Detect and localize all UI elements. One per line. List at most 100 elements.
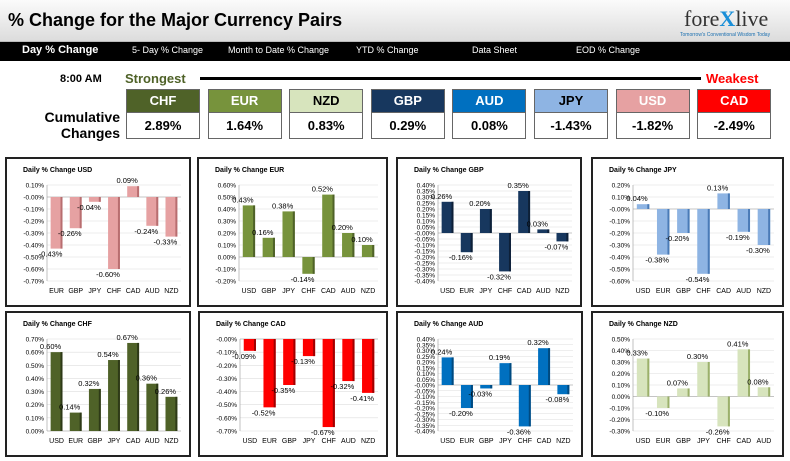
y-tick-label: -0.10% — [216, 350, 237, 357]
x-tick-label: EUR — [49, 288, 64, 295]
data-label: -0.08% — [545, 395, 569, 404]
chart-jpy: Daily % Change JPY -0.60% -0.50% -0.40% -0.… — [591, 157, 784, 307]
data-label: -0.33% — [154, 238, 178, 247]
y-tick-label: 0.00% — [26, 429, 45, 436]
bar-face — [499, 363, 512, 385]
chart-chf: Daily % Change CHF 0.00% 0.10% 0.20% 0.30% 0… — [5, 311, 191, 457]
bar-face — [656, 209, 670, 255]
bar-chf — [108, 197, 120, 269]
bar-shade — [292, 211, 295, 257]
x-tick-label: JPY — [697, 438, 710, 445]
bar-eur — [656, 396, 670, 408]
y-tick-label: -0.20% — [215, 279, 236, 286]
data-label: -0.26% — [706, 427, 730, 436]
y-tick-label: 0.30% — [417, 195, 436, 202]
bar-aud — [757, 387, 771, 397]
data-label: 0.04% — [626, 194, 648, 203]
bar-face — [538, 348, 551, 385]
forexlive-logo[interactable]: foreXlive Tomorrow's Conventional Wisdom… — [640, 4, 790, 40]
y-tick-label: 0.40% — [26, 376, 45, 383]
bar-face — [242, 205, 256, 257]
y-tick-label: -0.10% — [414, 243, 435, 250]
data-label: -0.20% — [449, 409, 473, 418]
data-label: 0.19% — [489, 353, 511, 362]
tab-5-day-change[interactable]: 5- Day % Change — [132, 45, 204, 55]
bar-aud — [342, 233, 355, 257]
bar-shade — [117, 197, 120, 269]
y-tick-label: 0.05% — [417, 377, 436, 384]
y-tick-label: 0.20% — [612, 371, 631, 378]
y-tick-label: 0.50% — [26, 363, 45, 370]
y-tick-label: -0.20% — [216, 363, 237, 370]
tab-day-change[interactable]: Day % Change — [22, 44, 99, 56]
x-tick-label: USD — [636, 438, 651, 445]
y-tick-label: -0.00% — [216, 337, 237, 344]
data-label: -0.32% — [331, 382, 355, 391]
y-tick-label: -0.00% — [414, 231, 435, 238]
y-tick-label: -0.40% — [216, 389, 237, 396]
bar-face — [697, 209, 710, 274]
tab-data-sheet[interactable]: Data Sheet — [472, 45, 518, 55]
currency-code-jpy: JPY — [534, 89, 608, 113]
bar-shade — [60, 197, 63, 249]
data-label: -0.67% — [311, 428, 335, 437]
data-label: -0.30% — [746, 246, 770, 255]
y-tick-label: -0.20% — [609, 231, 630, 238]
bar-shade — [547, 229, 550, 233]
bar-face — [479, 209, 492, 233]
y-tick-label: -0.60% — [23, 267, 44, 274]
x-tick-label: EUR — [68, 438, 83, 445]
bar-jpy — [108, 360, 120, 431]
bar-face — [636, 204, 650, 209]
bar-eur — [263, 339, 276, 408]
bar-usd — [50, 352, 63, 431]
x-tick-label: EUR — [656, 438, 671, 445]
data-label: 0.67% — [117, 333, 139, 342]
x-tick-label: USD — [636, 288, 651, 295]
data-label: -0.13% — [291, 357, 315, 366]
bar-nzd — [556, 233, 569, 242]
data-label: 0.32% — [527, 338, 549, 347]
bar-cad — [717, 193, 730, 209]
chart-aud: Daily % Change AUD -0.40% -0.35% -0.30% -0.… — [396, 311, 583, 457]
currency-change-chf: 2.89% — [126, 113, 200, 139]
tab-month-to-date-change[interactable]: Month to Date % Change — [228, 45, 330, 55]
x-tick-label: AUD — [145, 288, 160, 295]
x-tick-label: NZD — [556, 438, 570, 445]
x-tick-label: CAD — [126, 438, 141, 445]
bar-shade — [313, 339, 316, 357]
bar-shade — [647, 204, 650, 209]
bar-shade — [667, 396, 670, 408]
chart-title: Daily % Change NZD — [609, 321, 678, 328]
y-tick-label: 0.40% — [218, 207, 237, 214]
x-tick-label: GBP — [676, 438, 691, 445]
x-tick-label: GBP — [68, 288, 83, 295]
y-tick-label: -0.50% — [23, 255, 44, 262]
bar-shade — [312, 257, 315, 274]
y-tick-label: -0.70% — [216, 429, 237, 436]
data-label: -0.14% — [291, 275, 315, 284]
bar-shade — [509, 363, 512, 385]
bar-jpy — [88, 197, 101, 202]
bar-cad — [322, 194, 335, 257]
bar-face — [556, 233, 569, 242]
tab-eod-change[interactable]: EOD % Change — [576, 45, 641, 55]
data-label: 0.13% — [707, 183, 729, 192]
bar-shade — [451, 357, 454, 385]
bar-face — [362, 339, 375, 393]
chart-chf-plot: 0.00%0.10%0.20%0.30%0.40%0.50%0.60%0.70%… — [26, 333, 181, 445]
bar-usd — [441, 201, 454, 233]
bar-shade — [748, 349, 751, 397]
chart-title: Daily % Change JPY — [609, 167, 677, 174]
currency-change-eur: 1.64% — [207, 113, 282, 139]
bar-face — [757, 209, 771, 245]
y-tick-label: -0.15% — [414, 400, 435, 407]
bar-face — [557, 385, 570, 395]
bar-face — [677, 209, 690, 233]
tab-ytd-change[interactable]: YTD % Change — [356, 45, 419, 55]
bar-face — [518, 191, 531, 233]
bar-shade — [567, 385, 570, 395]
bar-face — [88, 388, 101, 431]
bar-chf — [717, 396, 730, 427]
x-tick-label: USD — [242, 288, 257, 295]
